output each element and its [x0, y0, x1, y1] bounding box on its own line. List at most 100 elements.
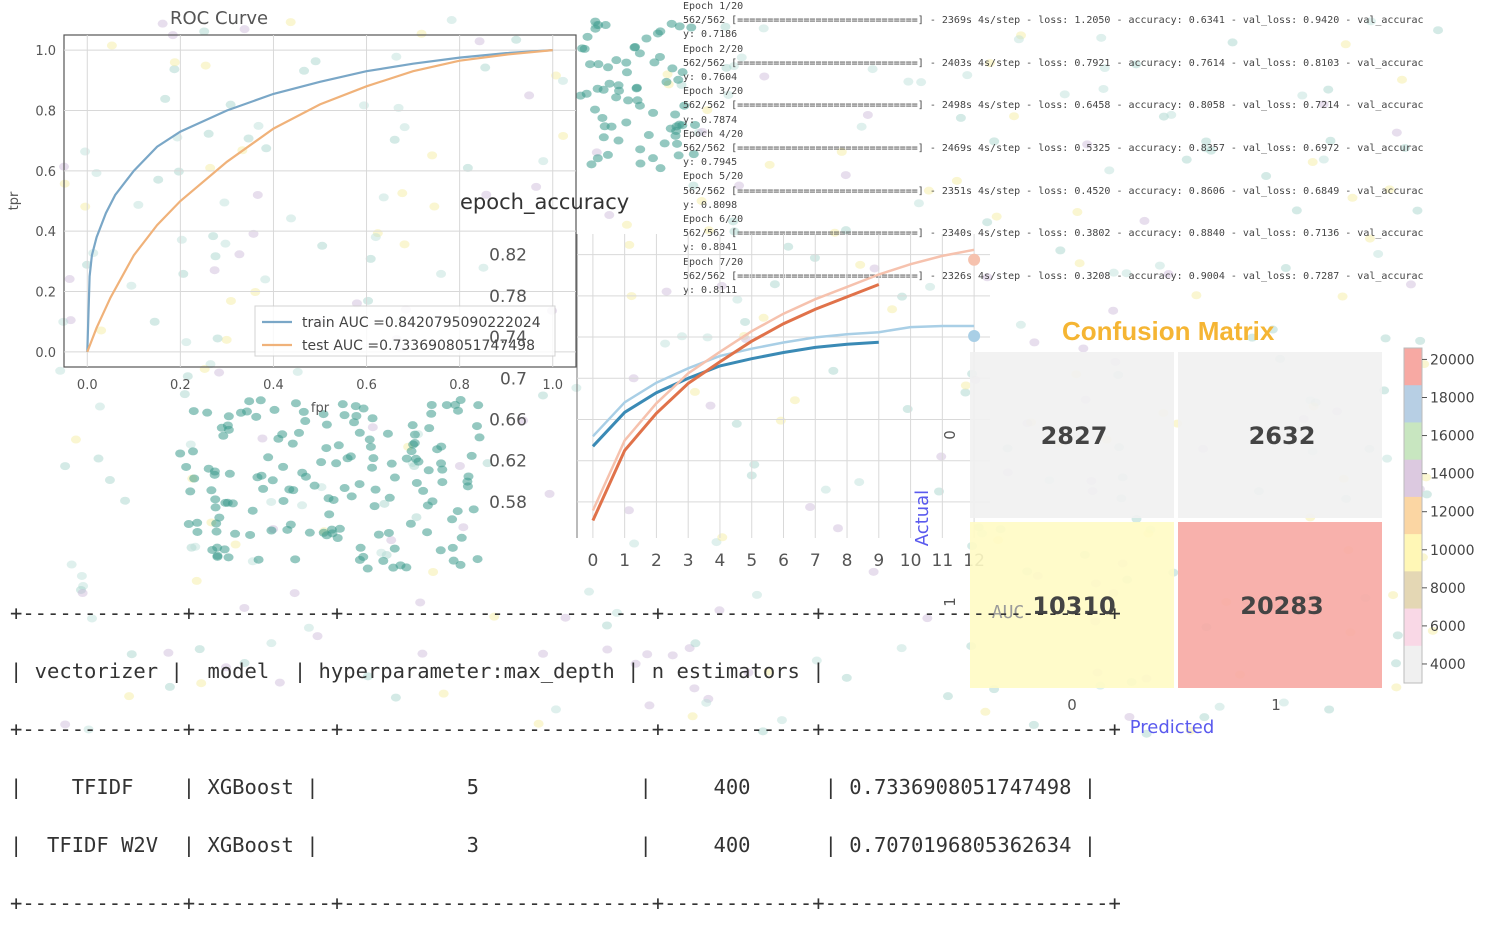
scatter-dot: [960, 388, 971, 397]
scatter-dot: [667, 651, 678, 660]
scatter-dot: [261, 144, 272, 153]
scatter-dot: [66, 560, 77, 569]
scatter-dot: [903, 77, 914, 86]
scatter-dot: [951, 176, 962, 185]
scatter-dot: [278, 496, 289, 505]
scatter-dot: [389, 544, 400, 553]
scatter-dot: [364, 435, 375, 444]
scatter-dot: [1391, 683, 1402, 692]
scatter-dot: [287, 439, 298, 448]
roc-legend-entry: train AUC =0.8420795090222024: [302, 315, 541, 331]
scatter-dot: [1191, 291, 1202, 300]
scatter-dot: [317, 241, 328, 250]
log-line: Epoch 4/20: [683, 128, 744, 140]
acc-series-line-smooth: [591, 324, 975, 438]
scatter-dot: [190, 542, 201, 551]
scatter-dot: [169, 58, 180, 67]
scatter-dot: [426, 400, 437, 409]
scatter-dot: [613, 81, 624, 90]
acc-series-end-point: [968, 330, 981, 343]
roc-y-tick: 0.0: [35, 346, 56, 361]
scatter-dot: [1247, 333, 1258, 342]
log-line: y: 0.8098: [683, 199, 738, 211]
confusion-x-label: Predicted: [1130, 717, 1215, 738]
scatter-dot: [984, 59, 995, 68]
training-log: Epoch 1/20 562/562 [=====================…: [683, 0, 1488, 298]
scatter-dot: [1200, 144, 1211, 153]
scatter-dot: [104, 476, 115, 485]
roc-x-label: fpr: [311, 401, 330, 416]
scatter-dot: [1307, 158, 1318, 167]
scatter-dot: [243, 134, 254, 143]
log-line: y: 0.7945: [683, 157, 738, 169]
scatter-dot: [991, 212, 1002, 221]
scatter-dot: [769, 280, 780, 289]
scatter-dot: [350, 402, 361, 411]
scatter-dot: [339, 484, 350, 493]
scatter-dot: [373, 530, 384, 539]
log-line: 562/562 [==============================]…: [683, 57, 1424, 69]
colorbar-band: [1404, 534, 1422, 572]
scatter-dot: [218, 431, 229, 440]
scatter-dot: [1421, 490, 1432, 499]
scatter-dot: [533, 719, 544, 728]
scatter-dot: [266, 639, 277, 648]
scatter-dot: [934, 487, 945, 496]
acc-x-tick: 10: [900, 551, 922, 571]
scatter-dot: [351, 299, 362, 308]
scatter-dot: [346, 492, 357, 501]
scatter-dot: [223, 412, 234, 421]
scatter-dot: [290, 399, 301, 408]
scatter-dot: [1415, 336, 1426, 345]
colorbar-band: [1404, 385, 1422, 423]
scatter-dot: [437, 465, 448, 474]
scatter-dot: [157, 19, 168, 28]
scatter-dot: [225, 100, 236, 109]
log-line: y: 0.7604: [683, 72, 738, 84]
scatter-dot: [471, 422, 482, 431]
scatter-dot: [251, 412, 262, 421]
scatter-dot: [1214, 702, 1225, 711]
scatter-dot: [1325, 136, 1336, 145]
scatter-dot: [358, 404, 369, 413]
scatter-dot: [980, 707, 991, 716]
scatter-dot: [701, 698, 712, 707]
scatter-dot: [409, 430, 420, 439]
scatter-dot: [705, 401, 716, 410]
scatter-dot: [202, 408, 213, 417]
table-border-mid: +-------------+-----------+-------------…: [10, 717, 1121, 741]
scatter-dot: [399, 240, 410, 249]
scatter-dot: [441, 401, 452, 410]
log-line: Epoch 3/20: [683, 86, 744, 98]
scatter-dot: [732, 295, 743, 304]
colorbar-tick: 4000: [1430, 657, 1466, 673]
scatter-dot: [518, 416, 529, 425]
scatter-dot: [783, 242, 794, 251]
scatter-dot: [448, 556, 459, 565]
scatter-dot: [239, 25, 250, 34]
scatter-dot: [181, 338, 192, 347]
scatter-dot: [1297, 91, 1308, 100]
roc-series-line: [86, 49, 553, 353]
confusion-cell: [1178, 522, 1382, 688]
confusion-col-tick: 1: [1271, 696, 1281, 714]
scatter-dot: [462, 482, 473, 491]
acc-y-tick: 0.74: [489, 328, 527, 348]
scatter-dot: [714, 606, 725, 615]
scatter-dot: [1318, 100, 1329, 109]
scatter-dot: [723, 90, 734, 99]
acc-x-tick: 5: [746, 551, 757, 571]
scatter-dot: [593, 21, 604, 30]
scatter-dot: [466, 451, 477, 460]
scatter-dot: [219, 198, 230, 207]
scatter-dot: [70, 435, 81, 444]
scatter-dot: [209, 266, 220, 275]
scatter-dot: [1166, 110, 1177, 119]
scatter-dot: [1433, 26, 1444, 35]
scatter-dot: [106, 41, 117, 50]
scatter-dot: [1261, 172, 1272, 181]
scatter-dot: [351, 411, 362, 420]
scatter-dot: [362, 564, 373, 573]
scatter-dot: [60, 462, 71, 471]
scatter-dot: [1388, 591, 1399, 600]
